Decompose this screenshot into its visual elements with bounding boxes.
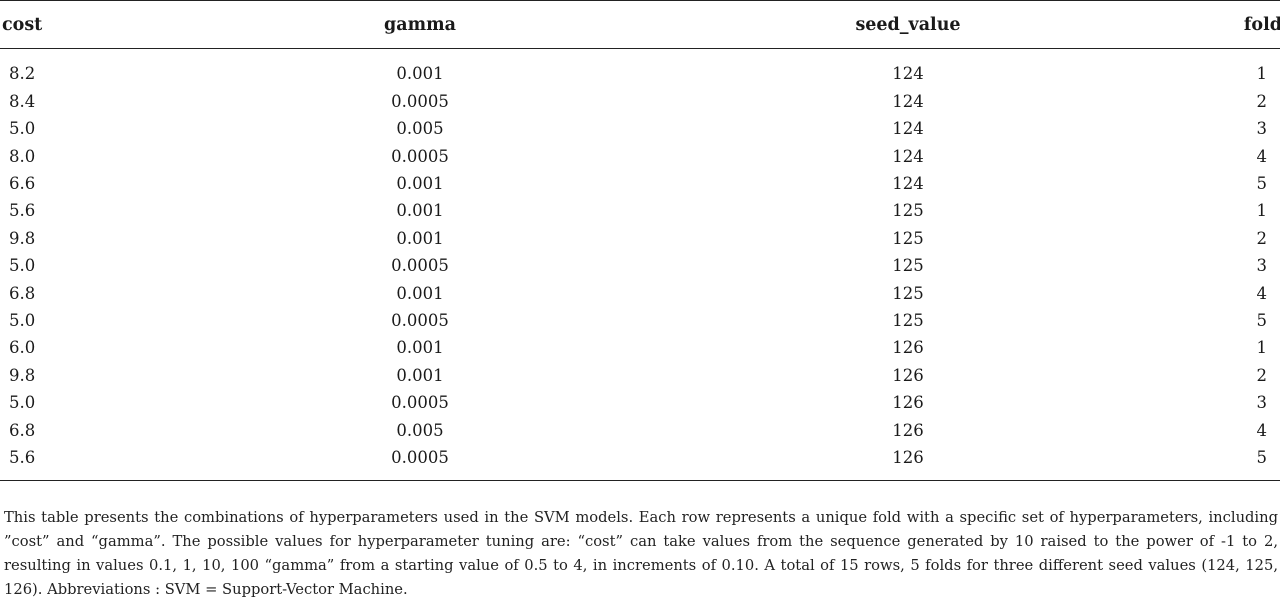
hyperparameter-table: cost gamma seed_value fold 8.2 0.001 124 1 8… <box>0 0 1280 481</box>
table-header: cost gamma seed_value fold <box>0 0 1280 49</box>
cell-fold: 5 <box>1256 174 1268 193</box>
table-row: 8.4 0.0005 124 2 <box>0 88 1280 115</box>
cell-cost: 6.0 <box>9 338 36 358</box>
table-row: 6.8 0.005 126 4 <box>0 417 1280 444</box>
table-body: 8.2 0.001 124 1 8.4 0.0005 124 2 5.0 0.005 124 3 8.0… <box>0 49 1280 481</box>
cell-gamma: 0.001 <box>396 201 444 221</box>
cell-gamma: 0.0005 <box>391 310 449 330</box>
cell-seed-value: 125 <box>892 310 924 330</box>
cell-gamma: 0.0005 <box>391 146 449 166</box>
cell-fold: 4 <box>1256 283 1268 303</box>
cell-gamma: 0.0005 <box>391 393 449 413</box>
table-row: 5.0 0.005 124 3 <box>0 116 1280 143</box>
cell-cost: 6.6 <box>9 174 36 193</box>
table-row: 9.8 0.001 125 2 <box>0 225 1280 252</box>
table-row: 6.8 0.001 125 4 <box>0 280 1280 307</box>
table-row: 9.8 0.001 126 2 <box>0 362 1280 389</box>
cell-seed-value: 124 <box>892 174 924 193</box>
cell-fold: 2 <box>1256 228 1268 248</box>
cell-fold: 3 <box>1256 119 1268 139</box>
cell-cost: 5.6 <box>9 447 36 467</box>
header-seed-value: seed_value <box>855 14 961 35</box>
cell-seed-value: 125 <box>892 283 924 303</box>
cell-fold: 3 <box>1256 393 1268 413</box>
cell-fold: 1 <box>1256 64 1268 84</box>
cell-fold: 4 <box>1256 420 1268 440</box>
table-row: 8.0 0.0005 124 4 <box>0 143 1280 170</box>
cell-seed-value: 126 <box>892 447 924 467</box>
header-row: cost gamma seed_value fold <box>0 0 1280 49</box>
cell-fold: 1 <box>1256 338 1268 358</box>
cell-gamma: 0.001 <box>396 338 444 358</box>
cell-seed-value: 126 <box>892 420 924 440</box>
cell-fold: 2 <box>1256 365 1268 385</box>
cell-seed-value: 124 <box>892 119 924 139</box>
cell-cost: 9.8 <box>9 228 36 248</box>
cell-gamma: 0.005 <box>396 420 444 440</box>
table-row: 5.0 0.0005 125 5 <box>0 308 1280 335</box>
cell-seed-value: 126 <box>892 365 924 385</box>
cell-cost: 8.0 <box>9 146 36 166</box>
table-row: 8.2 0.001 124 1 <box>0 49 1280 89</box>
cell-cost: 8.4 <box>9 91 36 111</box>
cell-gamma: 0.001 <box>396 283 444 303</box>
cell-gamma: 0.0005 <box>391 447 449 467</box>
cell-cost: 5.6 <box>9 201 36 221</box>
table-row: 6.0 0.001 126 1 <box>0 335 1280 362</box>
cell-gamma: 0.005 <box>396 119 444 139</box>
cell-fold: 3 <box>1256 256 1268 276</box>
cell-seed-value: 125 <box>892 256 924 276</box>
header-fold: fold <box>1243 14 1280 35</box>
cell-cost: 5.0 <box>9 310 36 330</box>
cell-cost: 5.0 <box>9 393 36 413</box>
cell-fold: 5 <box>1256 447 1268 467</box>
cell-seed-value: 125 <box>892 201 924 221</box>
cell-cost: 9.8 <box>9 365 36 385</box>
cell-fold: 1 <box>1256 201 1268 221</box>
cell-gamma: 0.001 <box>396 228 444 248</box>
cell-cost: 5.0 <box>9 119 36 139</box>
cell-seed-value: 126 <box>892 393 924 413</box>
cell-gamma: 0.001 <box>396 365 444 385</box>
hyperparameter-table-container: cost gamma seed_value fold 8.2 0.001 124 1 8… <box>0 0 1280 481</box>
cell-seed-value: 126 <box>892 338 924 358</box>
cell-gamma: 0.001 <box>396 64 444 84</box>
cell-seed-value: 124 <box>892 146 924 166</box>
cell-fold: 4 <box>1256 146 1268 166</box>
table-row: 6.6 0.001 124 5 <box>0 171 1280 198</box>
cell-cost: 5.0 <box>9 256 36 276</box>
cell-gamma: 0.0005 <box>391 91 449 111</box>
cell-gamma: 0.0005 <box>391 256 449 276</box>
cell-cost: 6.8 <box>9 283 36 303</box>
table-caption: This table presents the combinations of … <box>4 509 1278 598</box>
cell-cost: 6.8 <box>9 420 36 440</box>
cell-seed-value: 124 <box>892 64 924 84</box>
cell-fold: 2 <box>1256 91 1268 111</box>
header-cost: cost <box>2 14 43 35</box>
cell-gamma: 0.001 <box>396 174 444 193</box>
cell-fold: 5 <box>1256 310 1268 330</box>
cell-cost: 8.2 <box>9 64 36 84</box>
cell-seed-value: 125 <box>892 228 924 248</box>
table-row: 5.6 0.0005 126 5 <box>0 444 1280 480</box>
header-gamma: gamma <box>384 14 456 35</box>
table-row: 5.0 0.0005 126 3 <box>0 390 1280 417</box>
cell-seed-value: 124 <box>892 91 924 111</box>
table-row: 5.0 0.0005 125 3 <box>0 253 1280 280</box>
table-row: 5.6 0.001 125 1 <box>0 198 1280 225</box>
